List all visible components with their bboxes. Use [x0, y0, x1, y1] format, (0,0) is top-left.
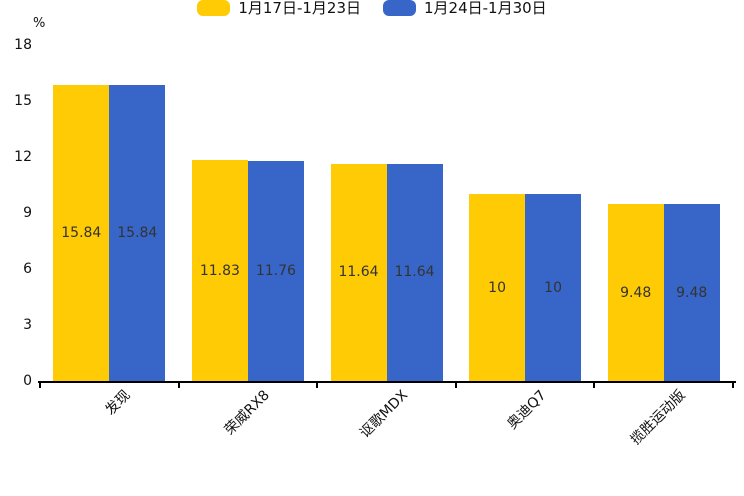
chart-legend: 1月17日-1月23日 1月24日-1月30日: [0, 0, 744, 16]
bar-value-label: 15.84: [117, 225, 158, 242]
y-tick-label: 6: [23, 261, 32, 277]
bar-value-label: 11.83: [199, 262, 240, 279]
y-tick-label: 0: [23, 373, 32, 389]
x-category-label: 讴歌MDX: [357, 387, 412, 442]
bar-value-label: 11.76: [255, 263, 296, 280]
bar-series0-荣威RX8: [191, 160, 248, 381]
x-axis-tick: [177, 383, 180, 388]
x-axis-tick: [39, 383, 41, 388]
legend-item-0: 1月17日-1月23日: [197, 0, 361, 16]
bar-value-label: 9.48: [676, 284, 708, 301]
bar-value-label: 9.48: [620, 284, 652, 301]
y-tick-label: 15: [14, 93, 32, 109]
x-axis-tick: [316, 383, 319, 388]
x-category-label: 发现: [102, 387, 134, 419]
bar-series1-揽胜运动版: [663, 204, 720, 381]
bar-series0-讴歌MDX: [330, 163, 387, 381]
x-category-label: 揽胜运动版: [627, 387, 689, 449]
bar-series0-发现: [53, 85, 110, 381]
x-axis-tick: [732, 383, 734, 388]
bar-series1-奥迪Q7: [525, 194, 582, 381]
bar-value-label: 11.64: [338, 264, 379, 281]
x-axis-tick: [593, 383, 596, 388]
x-axis-line: [38, 381, 736, 383]
bar-value-label: 10: [488, 279, 507, 296]
bar-series0-奥迪Q7: [469, 194, 526, 381]
bar-value-label: 11.64: [394, 264, 435, 281]
bar-series1-讴歌MDX: [386, 163, 443, 381]
x-category-label: 奥迪Q7: [504, 387, 550, 433]
bar-value-label: 10: [544, 279, 563, 296]
legend-label: 1月24日-1月30日: [424, 0, 547, 17]
y-tick-label: 18: [14, 37, 32, 53]
bar-series0-揽胜运动版: [607, 204, 664, 381]
bar-value-label: 15.84: [61, 225, 102, 242]
bar-series1-荣威RX8: [247, 161, 304, 381]
bar-series1-发现: [109, 85, 166, 381]
x-axis-tick: [454, 383, 457, 388]
x-category-label: 荣威RX8: [221, 387, 273, 439]
legend-item-1: 1月24日-1月30日: [383, 0, 547, 16]
y-tick-label: 12: [14, 149, 32, 165]
y-tick-label: 3: [23, 317, 32, 333]
y-tick-label: 9: [23, 205, 32, 221]
legend-swatch-icon: [383, 0, 416, 16]
legend-swatch-icon: [197, 0, 231, 16]
legend-label: 1月17日-1月23日: [238, 0, 361, 17]
y-axis-unit-label: %: [33, 16, 46, 31]
